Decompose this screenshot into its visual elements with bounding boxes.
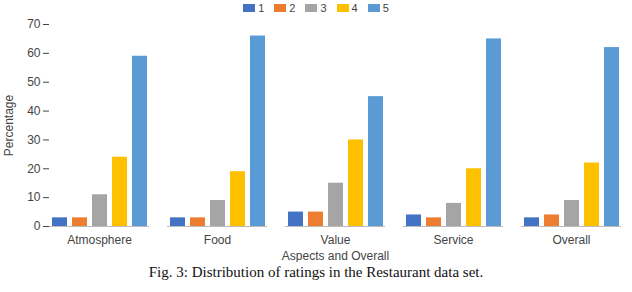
svg-text:40: 40 — [27, 104, 41, 118]
html-text:5: 5 — [382, 2, 389, 14]
svg-text:0: 0 — [34, 219, 41, 233]
html-text:1: 1 — [258, 2, 265, 14]
svg-text:60: 60 — [27, 46, 41, 60]
svg-text:Percentage: Percentage — [2, 94, 16, 156]
svg-text:10: 10 — [27, 190, 41, 204]
svg-text:Atmosphere: Atmosphere — [67, 233, 132, 247]
html-text:3: 3 — [320, 2, 327, 14]
html-text:4: 4 — [351, 2, 358, 14]
svg-text:Value: Value — [321, 233, 351, 247]
svg-text:20: 20 — [27, 162, 41, 176]
svg-text:Service: Service — [433, 233, 473, 247]
svg-text:50: 50 — [27, 75, 41, 89]
html-text:2: 2 — [289, 2, 296, 14]
svg-text:70: 70 — [27, 17, 41, 31]
svg-text:Overall: Overall — [552, 233, 590, 247]
svg-text:Food: Food — [204, 233, 231, 247]
html-text:Fig. 3: Distribution of rating: Fig. 3: Distribution of ratings in the R… — [148, 264, 484, 280]
svg-text:30: 30 — [27, 133, 41, 147]
svg-text:Aspects and Overall: Aspects and Overall — [282, 249, 389, 263]
